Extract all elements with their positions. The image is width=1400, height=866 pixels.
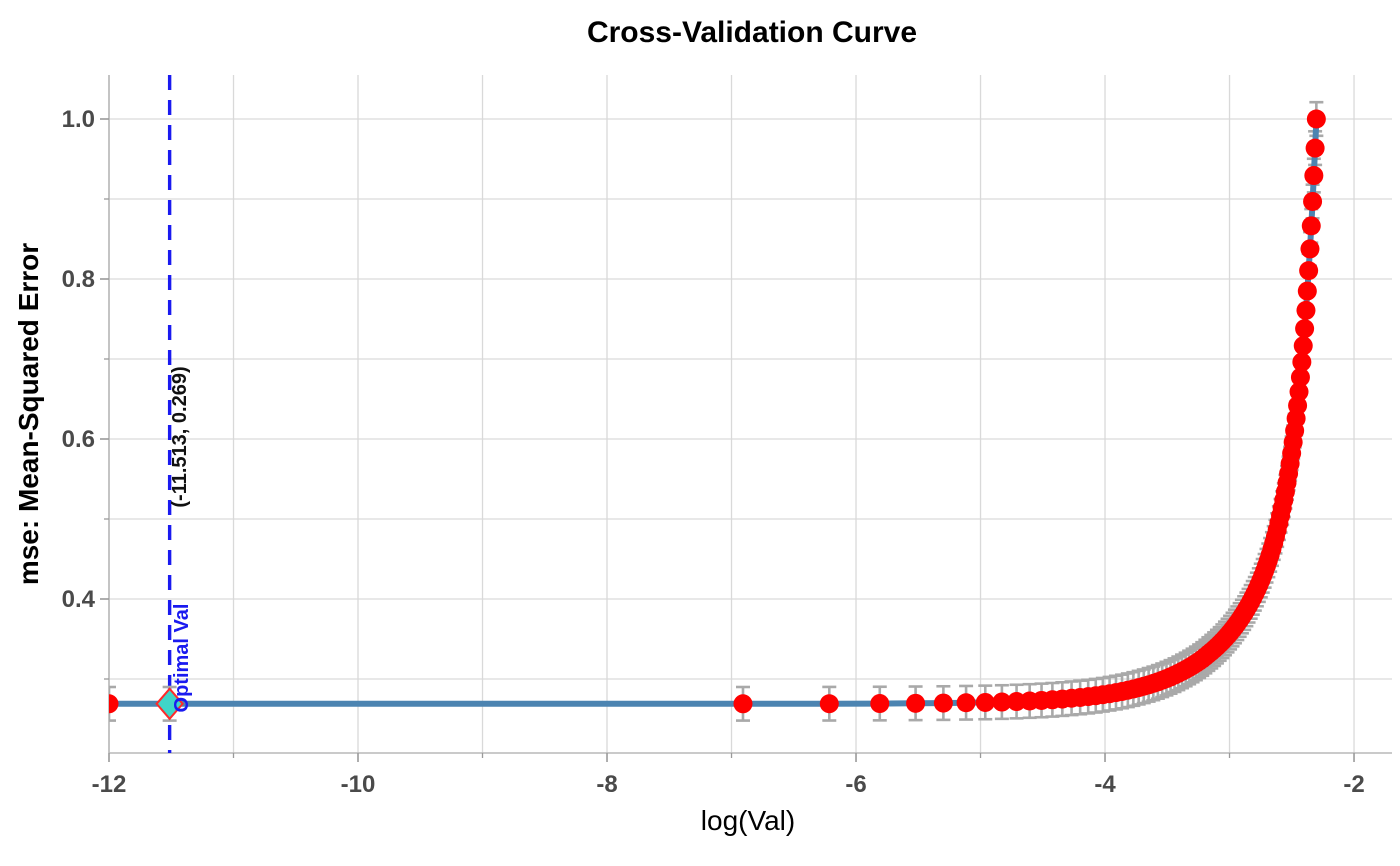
optimal-val-annotation: Optimal Val	[171, 604, 193, 713]
cv-data-point	[1292, 352, 1312, 372]
optimal-diamond-marker	[155, 687, 184, 721]
cv-data-point	[1295, 319, 1315, 339]
x-axis-label: log(Val)	[701, 805, 795, 836]
x-tick-label: -2	[1343, 771, 1364, 798]
data-points	[109, 109, 1326, 714]
cv-data-point	[1303, 191, 1323, 211]
y-tick-label: 0.8	[62, 266, 95, 293]
cv-line	[109, 116, 1320, 707]
y-tick-label: 0.4	[62, 586, 96, 613]
cv-data-point	[1300, 239, 1320, 259]
y-axis-label: mse: Mean-Squared Error	[13, 243, 44, 585]
cv-data-point	[1289, 382, 1309, 402]
cv-data-point	[870, 694, 890, 714]
cv-data-point	[1299, 261, 1319, 281]
gridlines	[108, 75, 1392, 753]
cv-data-point	[906, 693, 926, 713]
cv-data-point	[992, 692, 1012, 712]
cv-data-point	[109, 694, 119, 714]
error-bars	[109, 100, 1324, 722]
cv-data-point	[1305, 138, 1325, 158]
cv-curve-line	[109, 116, 1320, 707]
optimal-coordinates-annotation: (-11.513, 0.269)	[169, 366, 191, 507]
cv-data-point	[1306, 109, 1326, 129]
cv-data-point	[1290, 367, 1310, 387]
optimal-marker-group	[155, 687, 184, 721]
chart-title: Cross-Validation Curve	[587, 16, 917, 49]
error-bar	[109, 685, 116, 722]
x-tick-label: -10	[341, 771, 376, 798]
axes: -12 -10 -8 -6 -4 -2 0.4 0.6 0.8 1.0	[62, 75, 1392, 798]
y-tick-label: 0.6	[62, 426, 95, 453]
cv-data-point	[733, 694, 753, 714]
x-tick-label: -4	[1094, 771, 1116, 798]
x-tick-label: -8	[596, 771, 617, 798]
cv-data-point	[1301, 216, 1321, 236]
cv-data-point	[1297, 281, 1317, 301]
cv-data-point	[1296, 300, 1316, 320]
cv-data-point	[956, 693, 976, 713]
x-tick-label: -6	[845, 771, 866, 798]
cv-data-point	[975, 692, 995, 712]
cv-data-point	[1304, 166, 1324, 186]
cv-data-point	[1288, 395, 1308, 415]
cv-data-point	[933, 693, 953, 713]
cv-data-point	[819, 694, 839, 714]
x-tick-label: -12	[92, 771, 127, 798]
cv-data-point	[1293, 336, 1313, 356]
y-tick-label: 1.0	[62, 106, 95, 133]
